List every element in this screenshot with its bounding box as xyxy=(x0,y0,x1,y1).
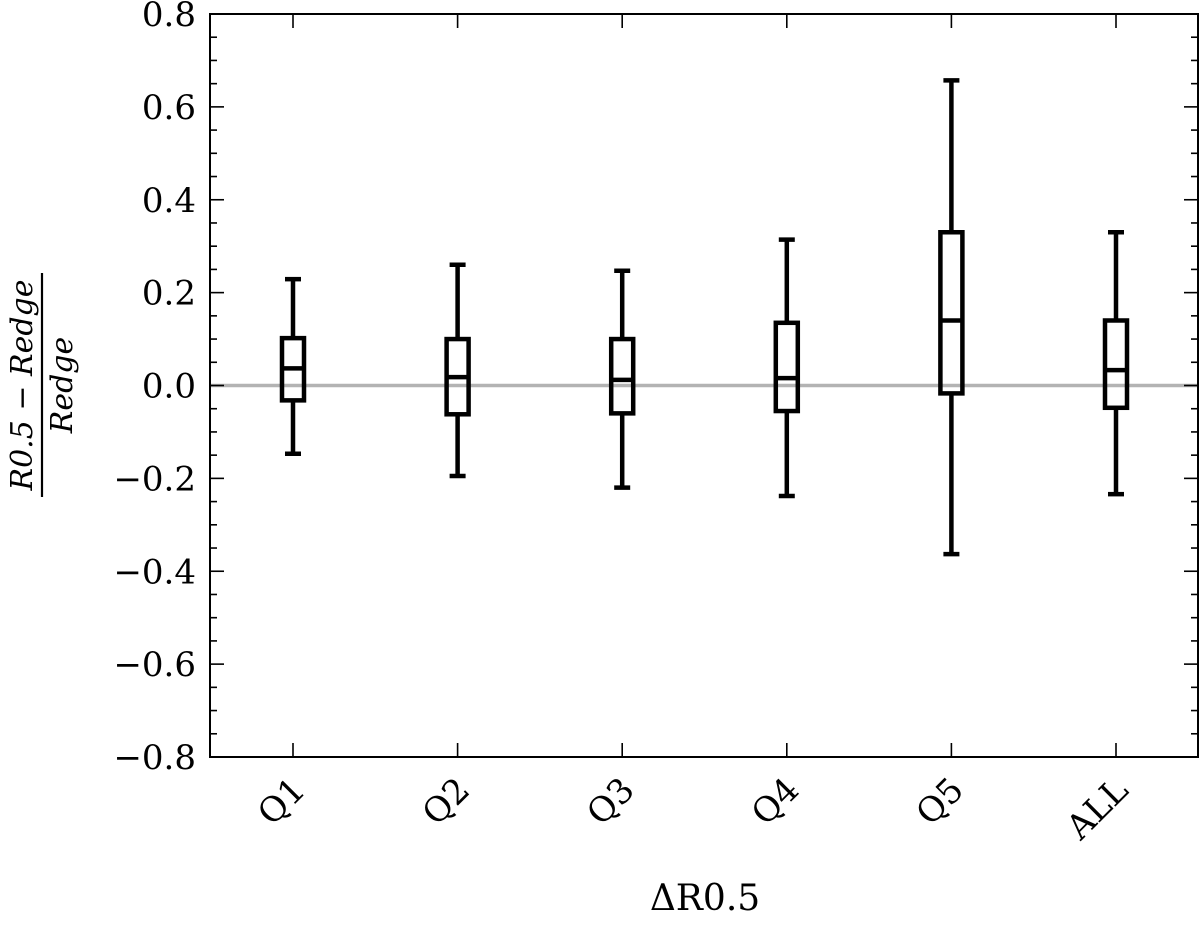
box-iqr xyxy=(1102,318,1130,411)
plot-frame xyxy=(209,13,1199,758)
y-axis-label: R0.5 − Redge Redge xyxy=(5,273,80,497)
y-tick-label: 0.4 xyxy=(142,181,196,221)
y-tick-label: 0.2 xyxy=(142,274,196,314)
y-axis-label-denominator: Redge xyxy=(45,337,80,435)
y-tick-label: −0.2 xyxy=(113,459,196,499)
box-iqr xyxy=(608,336,636,416)
x-tick-label: Q4 xyxy=(744,770,807,833)
y-tick-label: −0.8 xyxy=(113,738,196,778)
x-tick-label: Q5 xyxy=(908,770,971,833)
y-tick-label: 0.6 xyxy=(142,88,196,128)
plot-area: −0.8 −0.6 −0.4 −0.2 0.0 0.2 0.4 0.6 0.8 Q1 Q2 Q3 Q4 Q… xyxy=(113,0,1199,848)
y-tick-label: 0.0 xyxy=(142,367,196,407)
x-tick-label: Q3 xyxy=(579,770,642,833)
x-tick-label: ALL xyxy=(1058,770,1136,848)
y-tick-label: 0.8 xyxy=(142,0,196,35)
box-iqr xyxy=(773,320,801,414)
x-tick-label: Q2 xyxy=(415,770,478,833)
x-tick-label: Q1 xyxy=(250,770,313,833)
box-iqr xyxy=(938,230,965,396)
y-axis-label-numerator: R0.5 − Redge xyxy=(5,279,40,491)
y-tick-label: −0.6 xyxy=(113,645,196,685)
y-tick-label: −0.4 xyxy=(113,552,196,592)
x-axis-label: ΔR0.5 xyxy=(650,878,760,919)
